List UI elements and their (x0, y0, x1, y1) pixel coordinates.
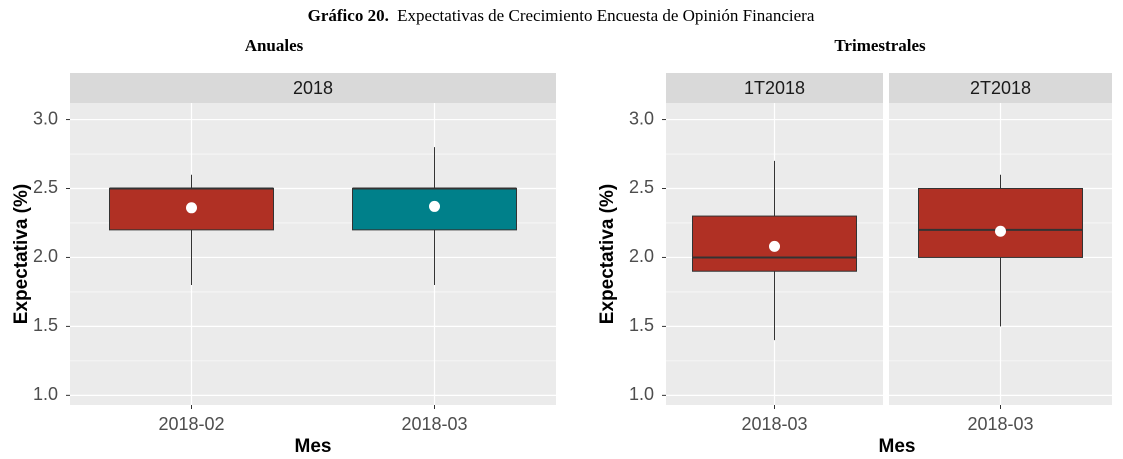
y-tick-label: 1.5 (629, 315, 654, 335)
mean-point (995, 225, 1006, 237)
strip (666, 73, 883, 103)
mean-point (769, 240, 780, 252)
y-tick-label: 2.5 (629, 177, 654, 197)
x-tick-label: 2018-03 (401, 414, 467, 434)
subtitle: Trimestrales (834, 36, 926, 55)
strip (889, 73, 1112, 103)
mean-point (429, 200, 440, 212)
x-tick-label: 2018-03 (967, 414, 1033, 434)
figure-title: Gráfico 20. Expectativas de Crecimiento … (308, 6, 815, 25)
strip (70, 73, 556, 103)
y-axis-label: Expectativa (%) (597, 184, 618, 324)
title-text: Expectativas de Crecimiento Encuesta de … (397, 6, 815, 25)
x-axis-label: Mes (879, 436, 916, 457)
y-tick-label: 2.0 (33, 246, 58, 266)
y-tick-label: 1.0 (33, 384, 58, 404)
box (918, 187, 1083, 258)
y-tick-label: 1.5 (33, 315, 58, 335)
x-tick-label: 2018-02 (158, 414, 224, 434)
facet-label: 2018 (293, 78, 333, 98)
y-tick-label: 3.0 (33, 108, 58, 128)
title-label: Gráfico 20. (308, 6, 389, 25)
y-tick-label: 3.0 (629, 108, 654, 128)
mean-point (186, 202, 197, 214)
x-axis-label: Mes (295, 436, 332, 457)
y-tick-label: 2.5 (33, 177, 58, 197)
x-tick-label: 2018-03 (741, 414, 807, 434)
panel (70, 103, 556, 405)
facet-label: 1T2018 (744, 78, 805, 98)
facet-label: 2T2018 (970, 78, 1031, 98)
subtitle: Anuales (245, 36, 304, 55)
y-axis-label: Expectativa (%) (11, 184, 32, 324)
y-tick-label: 2.0 (629, 246, 654, 266)
y-tick-label: 1.0 (629, 384, 654, 404)
box (352, 187, 517, 231)
